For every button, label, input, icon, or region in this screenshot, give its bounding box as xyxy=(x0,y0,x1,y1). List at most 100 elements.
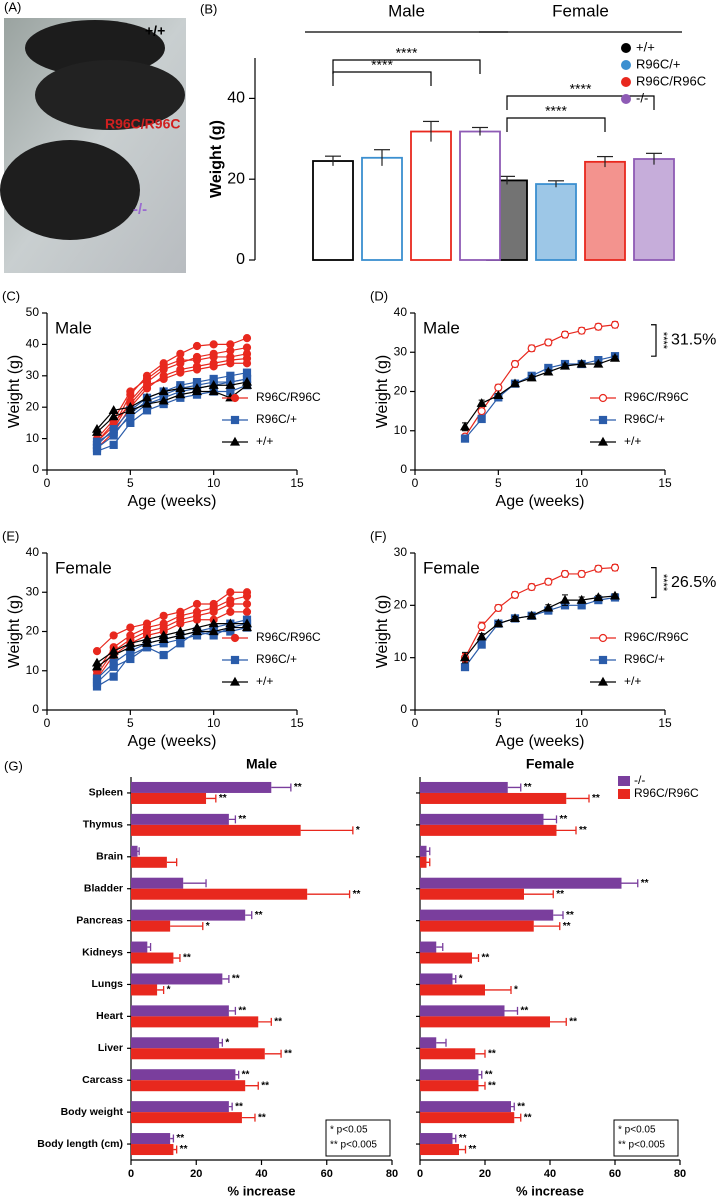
x-tick-label: 10 xyxy=(575,476,589,490)
marker xyxy=(229,676,241,686)
significance-label: ** xyxy=(235,1101,243,1112)
error-bar xyxy=(170,1134,175,1143)
error-bar xyxy=(524,890,554,899)
marker xyxy=(109,440,118,449)
error-bar xyxy=(241,1113,256,1122)
legend-label: R96C/R96C xyxy=(624,390,689,404)
marker xyxy=(192,365,202,374)
significance-label: ** xyxy=(488,1048,496,1059)
error-bar xyxy=(235,1070,240,1079)
x-tick-label: 10 xyxy=(207,716,221,730)
bar xyxy=(131,1101,229,1113)
marker xyxy=(242,599,252,609)
chart-title: Female xyxy=(526,756,574,772)
marker xyxy=(92,447,102,456)
bar xyxy=(131,1069,236,1081)
bar xyxy=(420,920,534,932)
bar xyxy=(535,183,577,261)
bar xyxy=(420,792,567,804)
legend-marker xyxy=(618,776,630,786)
marker xyxy=(559,360,571,370)
significance-label: ** xyxy=(232,974,240,985)
bar xyxy=(420,888,524,900)
x-axis-label: % increase xyxy=(228,1183,296,1198)
marker xyxy=(125,405,136,414)
significance-label: * xyxy=(514,985,518,996)
panel-label: (A) xyxy=(4,0,21,14)
marker xyxy=(226,599,235,609)
legend-label: +/+ xyxy=(624,434,641,448)
x-axis-label: % increase xyxy=(516,1183,584,1198)
bar xyxy=(584,160,626,261)
bar xyxy=(420,1069,479,1081)
bar xyxy=(633,158,675,261)
legend-label: R96C/R96C xyxy=(634,786,699,800)
bar xyxy=(420,1112,515,1124)
marker xyxy=(476,631,487,641)
error-bar xyxy=(170,922,204,931)
data-line xyxy=(464,357,616,428)
y-tick-label: 20 xyxy=(227,170,245,187)
y-tick-label: Heart xyxy=(96,1010,123,1022)
bar xyxy=(131,877,184,889)
significance-bracket xyxy=(651,567,657,599)
marker xyxy=(230,415,240,425)
legend-label: R96C/+ xyxy=(256,652,297,666)
bar xyxy=(312,160,354,261)
bar xyxy=(131,920,171,932)
marker xyxy=(230,633,240,643)
significance-label: ** xyxy=(524,782,532,793)
x-tick-label: 15 xyxy=(658,476,672,490)
mouse xyxy=(35,60,185,130)
marker xyxy=(109,428,118,437)
error-bar xyxy=(206,794,217,803)
bar xyxy=(131,1037,220,1049)
y-tick-label: Body length (cm) xyxy=(37,1138,123,1150)
marker xyxy=(609,352,621,362)
bar xyxy=(420,1037,437,1049)
error-bar xyxy=(264,1049,282,1058)
significance-label: * xyxy=(356,825,360,836)
marker xyxy=(593,592,604,602)
marker xyxy=(460,434,470,443)
y-tick-label: 30 xyxy=(26,368,40,382)
y-axis-label: Weight (g) xyxy=(6,355,23,429)
significance-bracket xyxy=(332,71,432,86)
y-tick-label: Kidneys xyxy=(82,946,123,958)
marker xyxy=(493,618,504,628)
bar xyxy=(131,856,167,868)
significance-label: ** xyxy=(556,889,564,900)
bar xyxy=(459,130,501,261)
data-line xyxy=(96,353,248,439)
marker xyxy=(175,630,186,640)
panel-label: (C) xyxy=(2,288,20,303)
legend-label: R96C/R96C xyxy=(636,73,706,88)
y-tick-label: 10 xyxy=(394,650,408,664)
x-tick-label: 5 xyxy=(495,716,502,730)
bar xyxy=(420,952,472,964)
y-tick-label: Carcass xyxy=(82,1074,123,1086)
significance-label: ** xyxy=(641,878,649,889)
mouse xyxy=(0,140,140,240)
bar xyxy=(420,1080,479,1092)
marker xyxy=(109,662,118,671)
bar xyxy=(131,1112,242,1124)
marker xyxy=(142,381,152,390)
chart-title: Male xyxy=(55,318,92,337)
bar xyxy=(131,1133,171,1145)
significance-label: ** xyxy=(488,1080,496,1091)
significance-label: **** xyxy=(657,574,669,592)
error-bar xyxy=(543,815,558,824)
error-bar xyxy=(245,911,253,920)
marker xyxy=(158,634,169,643)
marker xyxy=(598,415,608,425)
error-bar xyxy=(472,954,480,963)
data-line xyxy=(96,603,247,676)
error-bar xyxy=(478,1081,486,1090)
significance-label: ** xyxy=(517,1101,525,1112)
marker xyxy=(92,678,102,687)
bar xyxy=(131,984,158,996)
x-tick-label: 5 xyxy=(127,476,134,490)
significance-label: ** xyxy=(524,1112,532,1123)
error-bar xyxy=(228,1006,237,1015)
